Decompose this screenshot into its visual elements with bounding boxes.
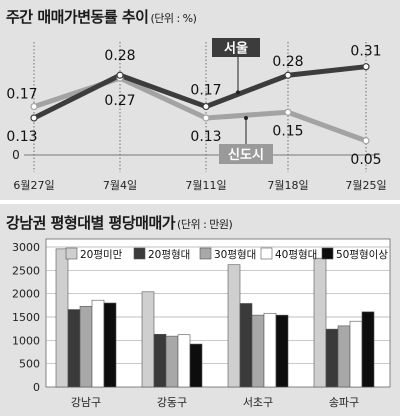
x-tick-label: 7월18일 — [267, 178, 308, 192]
y-tick-label: 2000 — [12, 288, 40, 301]
data-point — [284, 71, 292, 79]
line-chart-title-text: 주간 매매가변동률 추이 — [6, 8, 149, 26]
data-point — [202, 102, 210, 111]
data-label: 0.17 — [6, 87, 37, 103]
bar — [361, 311, 375, 388]
newtown-pointer-dot — [244, 115, 248, 120]
bar — [177, 334, 191, 388]
legend-label: 20평형대 — [148, 249, 190, 261]
zero-label: 0 — [12, 148, 20, 162]
data-point — [30, 114, 38, 122]
newtown-legend-box — [219, 144, 273, 164]
data-label: 0.05 — [350, 152, 381, 168]
bar — [263, 312, 277, 388]
gangnam-price-panel: 강남권 평형대별 평당매매가 (단위 : 만원) 0 500 1000 1500 2000… — [0, 204, 400, 416]
data-label: 0.28 — [272, 54, 303, 70]
x-category-label: 강남구 — [71, 396, 101, 409]
bar — [55, 248, 69, 388]
bar — [337, 325, 351, 388]
bar — [325, 328, 339, 388]
data-label: 0.17 — [190, 83, 221, 99]
bar-chart-title-text: 강남권 평형대별 평당매매가 — [6, 214, 176, 232]
data-label: 0.13 — [6, 129, 37, 145]
data-point — [284, 108, 292, 116]
legend-label: 50평형이상 — [336, 249, 388, 261]
line-chart-title: 주간 매매가변동률 추이 (단위 : %) — [6, 6, 197, 27]
bar — [189, 343, 203, 388]
legend-label: 40평형대 — [275, 249, 317, 261]
x-category-label: 강동구 — [157, 396, 187, 409]
y-tick-label: 2500 — [12, 264, 40, 277]
data-point — [362, 63, 370, 71]
y-tick-label: 3000 — [12, 241, 40, 254]
bar — [79, 305, 93, 388]
line-chart-unit: (단위 : %) — [150, 12, 197, 25]
bar-chart: 0 500 1000 1500 2000 2500 3000 강남구 강동구 서초구 송파구 20평미… — [12, 238, 391, 409]
legend-swatch — [65, 247, 78, 260]
data-label: 0.15 — [272, 123, 303, 139]
data-label: 0.27 — [104, 93, 135, 109]
bar — [227, 264, 241, 388]
seoul-pointer-dot — [236, 90, 240, 95]
data-point — [30, 102, 38, 111]
bar — [103, 302, 117, 388]
bar — [251, 314, 265, 388]
legend-swatch — [133, 247, 146, 260]
bar — [165, 335, 179, 388]
newtown-legend-label: 신도시 — [228, 148, 264, 163]
x-tick-label: 7월4일 — [103, 178, 137, 192]
bar-chart-title: 강남권 평형대별 평당매매가 (단위 : 만원) — [6, 212, 233, 233]
x-category-label: 송파구 — [329, 396, 359, 409]
bar-chart-unit: (단위 : 만원) — [177, 218, 233, 231]
bar — [91, 299, 105, 388]
data-label: 0.31 — [350, 44, 381, 60]
bar — [153, 333, 167, 388]
weekly-price-change-panel: 주간 매매가변동률 추이 (단위 : %) 0 6월27일 7월4일 7월11일 7월18… — [0, 0, 400, 200]
bar — [239, 303, 253, 388]
data-label: 0.13 — [190, 129, 221, 145]
data-label: 0.28 — [104, 48, 135, 64]
data-point — [202, 114, 210, 122]
y-tick-label: 0 — [33, 381, 40, 394]
seoul-legend-label: 서울 — [224, 41, 248, 57]
y-tick-label: 1500 — [12, 311, 40, 324]
x-tick-label: 6월27일 — [13, 178, 54, 192]
bar — [67, 309, 81, 388]
bar — [141, 291, 155, 388]
legend-swatch — [321, 247, 334, 260]
legend-swatch — [260, 247, 273, 260]
x-tick-label: 7월25일 — [345, 178, 386, 192]
seoul-legend-box — [212, 38, 260, 57]
y-tick-label: 500 — [19, 358, 40, 371]
bar — [313, 257, 327, 388]
bar — [275, 314, 289, 388]
data-point — [116, 71, 124, 79]
line-chart: 0 6월27일 7월4일 7월11일 7월18일 7월25일 0.13 0.28 0.17 0.2… — [6, 38, 387, 192]
y-tick-label: 1000 — [12, 334, 40, 347]
bar — [349, 320, 363, 388]
legend-swatch — [199, 247, 212, 260]
data-point — [362, 137, 370, 145]
x-tick-label: 7월11일 — [185, 178, 226, 192]
x-category-label: 서초구 — [243, 396, 273, 409]
legend-label: 20평미만 — [80, 249, 123, 261]
legend-label: 30평형대 — [214, 249, 256, 261]
